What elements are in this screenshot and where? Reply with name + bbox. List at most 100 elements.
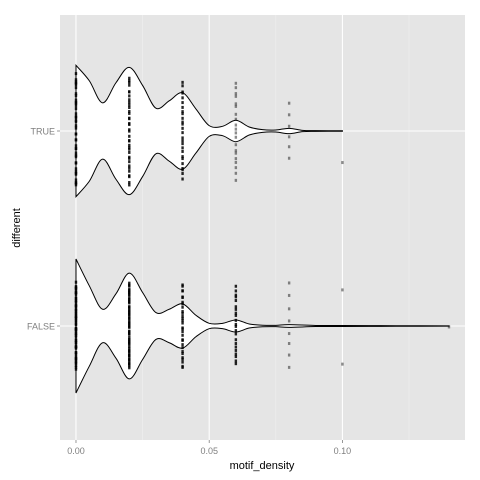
data-point [74,287,78,291]
data-point [128,325,131,329]
data-point [181,300,184,304]
violin-false [75,258,450,394]
y-axis-title: different [11,208,23,248]
data-point [74,132,78,136]
data-point [128,111,131,115]
data-point [234,318,238,322]
data-point [128,344,131,348]
data-point [234,171,238,175]
data-point [74,309,78,313]
data-point [181,356,184,360]
data-point [181,116,184,120]
data-point [234,166,238,170]
data-point [74,72,78,76]
data-point [234,355,238,359]
data-point [234,289,238,293]
data-point [234,117,238,121]
data-point [287,113,291,117]
data-point [74,86,78,90]
data-point [74,322,78,326]
data-point [181,284,184,288]
data-point [234,362,238,366]
data-point [74,359,78,363]
data-point [128,358,131,362]
violin-layer [75,63,450,394]
data-point [74,147,78,151]
data-point [234,322,238,326]
data-point [74,103,78,107]
data-point [234,92,238,96]
data-point [128,306,131,310]
data-point [181,311,184,315]
data-point [128,289,131,293]
data-point [234,342,238,346]
data-point [128,364,131,368]
data-point [234,329,238,333]
data-point [74,297,78,301]
data-point [234,157,238,161]
data-point [287,124,291,128]
data-point [128,321,131,325]
data-point [287,353,291,357]
data-point [234,332,238,336]
data-point [74,280,78,284]
data-point [128,76,131,80]
data-point [74,167,78,171]
data-point [181,295,184,299]
data-point [234,305,238,309]
data-point [234,151,238,155]
data-point [128,143,131,147]
data-point [74,94,78,98]
data-point [341,161,344,165]
data-point [181,305,184,309]
data-point [128,110,131,114]
data-point [74,181,78,185]
data-point [74,301,78,305]
data-point [128,150,131,154]
data-point [128,342,131,346]
data-point [181,157,184,161]
data-point [128,139,131,143]
data-point [128,169,131,173]
data-point [74,341,78,345]
data-point [74,144,78,148]
data-point [234,338,238,342]
y-tick-label: FALSE [27,322,55,332]
data-point [287,293,291,297]
data-point [287,101,291,105]
data-point [74,171,78,175]
data-point [128,83,131,87]
data-point [181,350,184,354]
data-point [74,352,78,356]
data-point [128,309,131,313]
data-point [181,80,184,84]
data-point [181,142,184,146]
data-point [74,361,78,365]
data-point [181,168,184,172]
data-point [128,181,131,185]
data-point [128,94,131,98]
data-point [234,123,238,127]
data-point [287,145,291,149]
data-point [74,83,78,87]
data-point [74,304,78,308]
data-point [128,346,131,350]
points-layer [74,72,451,371]
data-point [74,101,78,105]
data-point [74,183,78,187]
data-point [181,126,184,130]
data-point [234,284,238,288]
data-point [181,343,184,347]
data-point [181,91,184,95]
data-point [74,170,78,173]
data-point [181,360,184,364]
data-point [74,316,78,320]
data-point [234,307,238,311]
data-point [287,156,291,160]
data-point [128,166,131,170]
y-tick-label: TRUE [31,127,56,137]
data-point [74,338,78,342]
x-axis-title: motif_density [230,460,295,472]
